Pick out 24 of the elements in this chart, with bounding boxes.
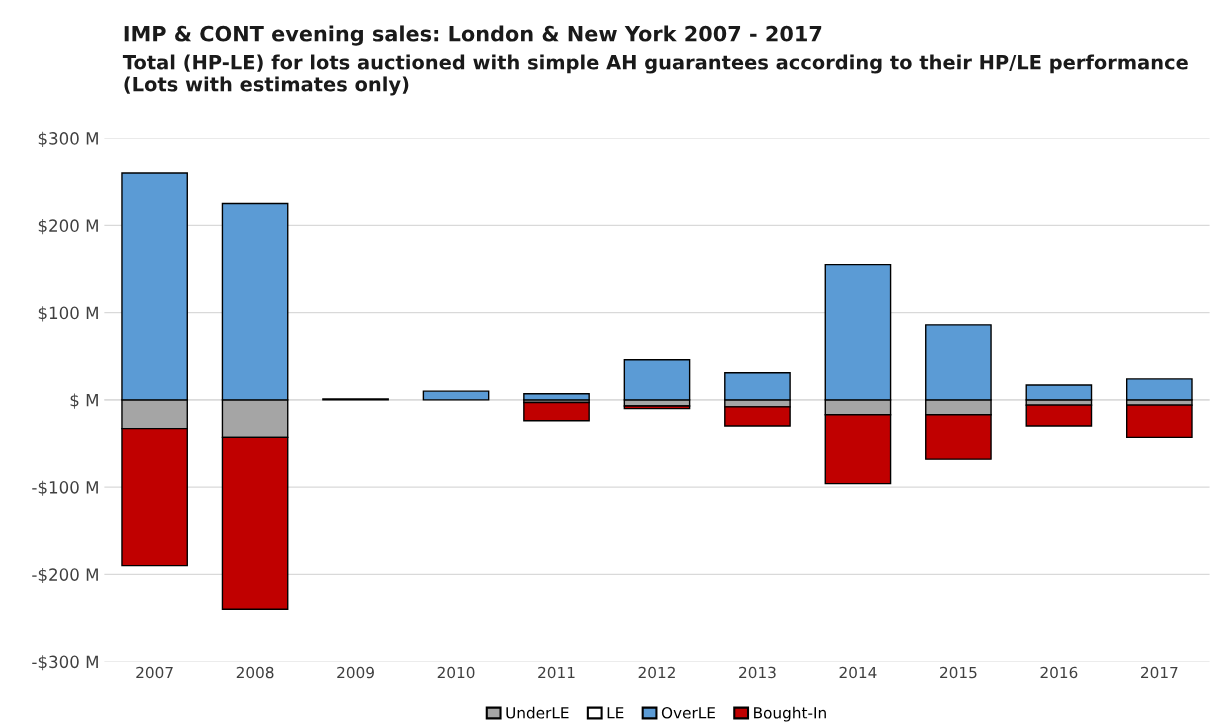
- x-tick-label: 2015: [940, 666, 977, 679]
- chart-subtitle: Total (HP-LE) for lots auctioned with simple AH guarantees according to their HP/LE performance (Lots with estimates only): [122, 54, 1188, 96]
- x-tick-label: 2016: [1040, 666, 1078, 679]
- y-tick-label: $300 M: [38, 131, 98, 147]
- legend-label: UnderLE: [506, 706, 569, 719]
- x-tick-label: 2012: [638, 666, 675, 679]
- y-tick-label: $100 M: [38, 306, 98, 322]
- x-tick-label: 2013: [739, 666, 776, 679]
- y-tick-label: -$100 M: [32, 480, 98, 496]
- legend-label: LE: [607, 707, 624, 719]
- x-tick-label: 2017: [1141, 666, 1178, 679]
- chart-title: IMP & CONT evening sales: London & New York 2007 - 2017: [124, 25, 822, 46]
- x-tick-label: 2009: [337, 666, 374, 679]
- y-tick-label: $200 M: [38, 219, 98, 235]
- legend-label: OverLE: [661, 707, 715, 719]
- x-tick-label: 2008: [236, 666, 274, 679]
- y-tick-label: -$200 M: [32, 568, 98, 584]
- y-tick-label: $ M: [70, 393, 98, 409]
- y-tick-label: -$300 M: [32, 655, 98, 671]
- legend-label: Bought-In: [754, 706, 826, 722]
- x-tick-label: 2007: [136, 666, 173, 679]
- x-tick-label: 2010: [437, 666, 475, 679]
- x-tick-label: 2011: [538, 666, 575, 679]
- x-tick-label: 2014: [839, 666, 877, 679]
